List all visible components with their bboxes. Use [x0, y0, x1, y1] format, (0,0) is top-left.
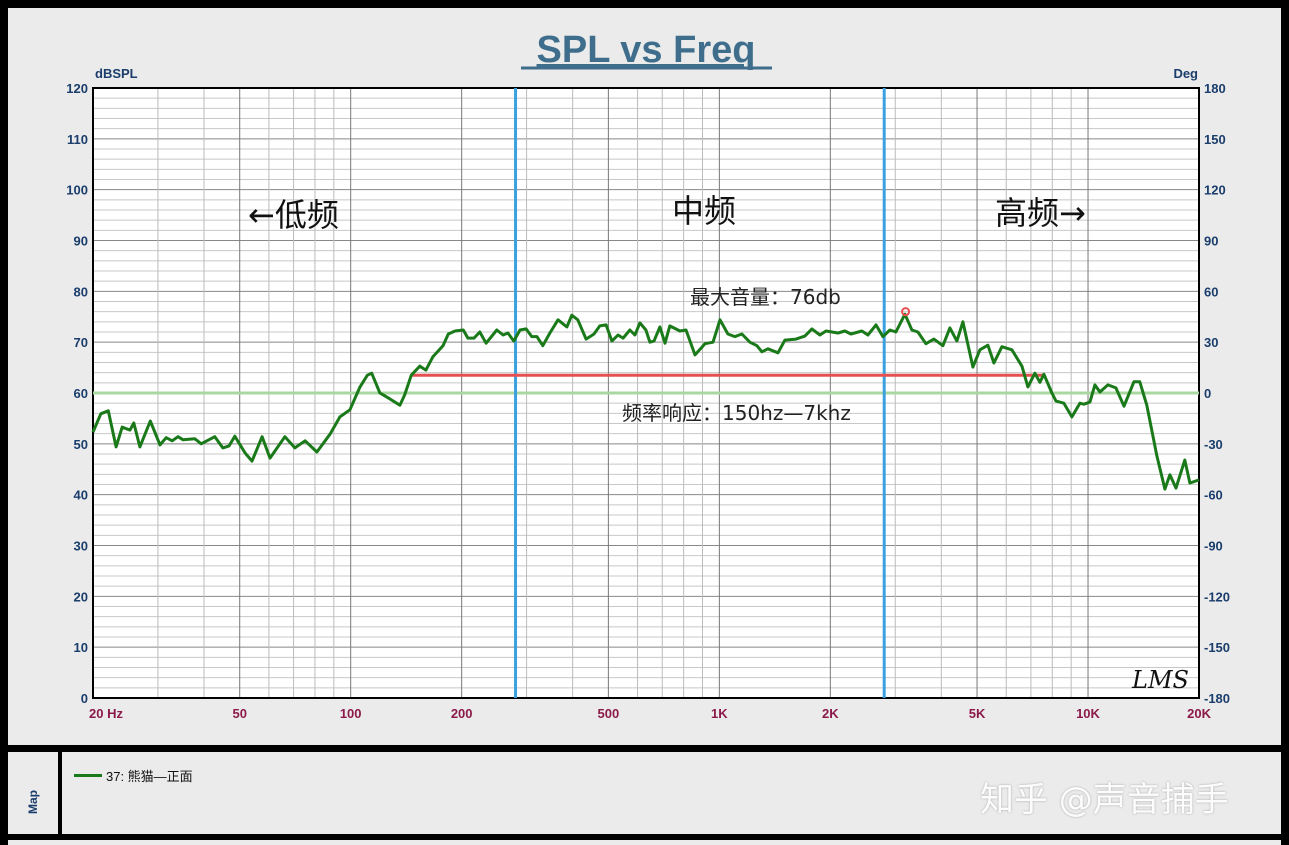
x-tick-label: 20 Hz — [89, 706, 123, 721]
legend-entry[interactable]: 37: 熊猫—正面 — [74, 766, 193, 785]
y-tick-label-right: -90 — [1204, 539, 1223, 554]
y-tick-label: 120 — [66, 81, 88, 96]
annotation-max-volume: 最大音量：76db — [690, 285, 841, 309]
legend-swatch — [74, 774, 102, 777]
y-axis-label-right: Deg — [1173, 66, 1198, 81]
lms-logo: LMS — [1131, 666, 1189, 694]
y-tick-label: 40 — [74, 488, 88, 503]
y-tick-label: 60 — [74, 386, 88, 401]
y-tick-label: 100 — [66, 183, 88, 198]
y-tick-label-right: -120 — [1204, 589, 1230, 604]
y-tick-label: 80 — [74, 284, 88, 299]
y-tick-label: 90 — [74, 234, 88, 249]
x-tick-label: 5K — [969, 706, 986, 721]
y-tick-label-right: 180 — [1204, 81, 1226, 96]
y-tick-label-right: -150 — [1204, 640, 1230, 655]
x-tick-label: 500 — [598, 706, 620, 721]
legend-entry-label: 37: 熊猫—正面 — [106, 769, 193, 784]
series-line — [91, 312, 1200, 491]
x-tick-label: 2K — [822, 706, 839, 721]
y-tick-label-right: 120 — [1204, 183, 1226, 198]
y-tick-label: 110 — [67, 132, 88, 147]
x-tick-label: 20K — [1187, 706, 1211, 721]
annotation-low-freq: ←低频 — [248, 196, 339, 234]
legend-side-panel — [8, 752, 58, 834]
y-tick-label: 10 — [74, 640, 88, 655]
y-tick-label-right: 150 — [1204, 132, 1226, 147]
legend-panel — [62, 752, 1281, 834]
bottom-strip — [8, 840, 1281, 845]
y-tick-label: 20 — [74, 589, 88, 604]
x-tick-label: 50 — [232, 706, 246, 721]
watermark: 知乎 @声音捕手 — [980, 780, 1229, 820]
y-tick-label: 50 — [74, 437, 88, 452]
y-tick-label: 70 — [74, 335, 88, 350]
y-tick-label-right: -180 — [1204, 691, 1230, 706]
y-tick-label-right: -30 — [1204, 437, 1223, 452]
annotation-mid-freq: 中频 — [672, 192, 736, 230]
annotation-high-freq: 高频→ — [995, 194, 1086, 232]
x-tick-label: 10K — [1076, 706, 1100, 721]
x-tick-label: 100 — [340, 706, 362, 721]
y-tick-label-right: 60 — [1204, 284, 1218, 299]
y-tick-label-right: 90 — [1204, 234, 1218, 249]
x-tick-label: 1K — [711, 706, 728, 721]
y-axis-label: dBSPL — [95, 66, 138, 81]
y-tick-label-right: 0 — [1204, 386, 1211, 401]
annotation-frequency-response: 频率响应：150hz—7khz — [622, 401, 851, 425]
y-tick-label: 0 — [81, 691, 88, 706]
legend-side-label: Map — [26, 790, 40, 814]
y-tick-label-right: 30 — [1204, 335, 1218, 350]
y-tick-label-right: -60 — [1204, 488, 1223, 503]
y-tick-label: 30 — [74, 539, 88, 554]
chart-title: SPL vs Freq — [537, 29, 756, 71]
max-point-marker — [901, 307, 911, 317]
x-tick-label: 200 — [451, 706, 473, 721]
